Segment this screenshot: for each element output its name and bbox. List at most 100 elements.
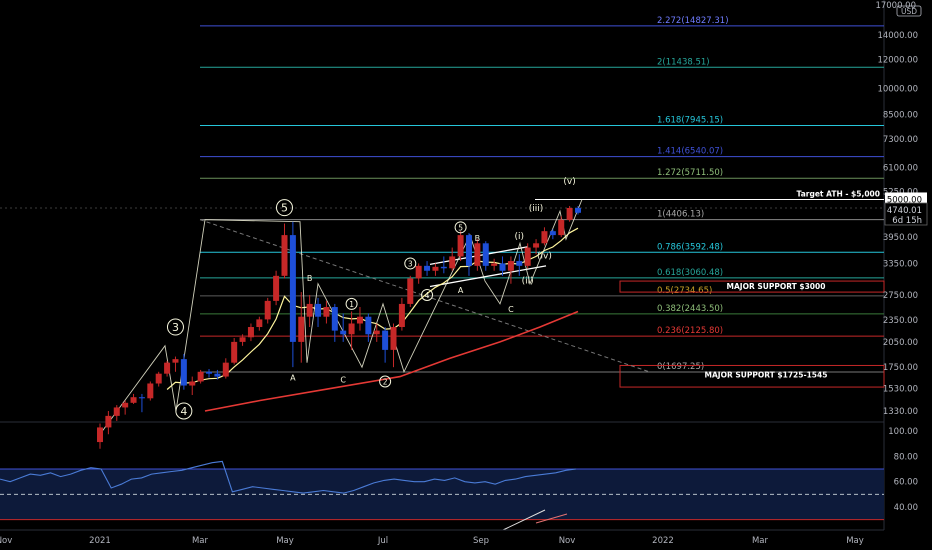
candle[interactable] bbox=[398, 297, 405, 331]
wave-label-2: 2 bbox=[383, 377, 388, 386]
support-label-1725: MAJOR SUPPORT $1725-1545 bbox=[705, 370, 828, 379]
candle[interactable] bbox=[130, 393, 137, 404]
currency-badge[interactable] bbox=[896, 5, 922, 17]
candle-body bbox=[273, 275, 280, 301]
candle[interactable] bbox=[331, 303, 338, 342]
wave-label-4: 4 bbox=[425, 291, 430, 300]
price-top-label: 17000.00 bbox=[875, 1, 916, 11]
candle-body bbox=[214, 373, 221, 377]
candle[interactable] bbox=[172, 356, 179, 372]
candle[interactable] bbox=[273, 270, 280, 306]
candle[interactable] bbox=[356, 307, 363, 331]
candle-body bbox=[122, 402, 129, 408]
candle[interactable] bbox=[122, 400, 129, 415]
candle[interactable] bbox=[549, 229, 556, 240]
candle[interactable] bbox=[138, 393, 145, 413]
candle-body bbox=[281, 235, 288, 276]
time-tick-label: May bbox=[846, 536, 864, 546]
support-label-3000: MAJOR SUPPORT $3000 bbox=[727, 282, 826, 291]
candle-body bbox=[289, 235, 296, 342]
candle[interactable] bbox=[289, 221, 296, 368]
candle-body bbox=[373, 330, 380, 335]
candle[interactable] bbox=[424, 261, 431, 276]
time-axis[interactable]: Nov 2021 Mar May Jul Sep Nov 2022 Mar May bbox=[0, 529, 884, 546]
candle[interactable] bbox=[231, 338, 238, 365]
candle[interactable] bbox=[373, 323, 380, 342]
candles-layer[interactable] bbox=[97, 205, 581, 449]
candle-body bbox=[390, 327, 397, 350]
last-price-tag[interactable] bbox=[884, 202, 928, 226]
candle[interactable] bbox=[340, 313, 347, 342]
candle[interactable] bbox=[407, 275, 414, 308]
time-tick-label: Mar bbox=[192, 536, 209, 546]
candle[interactable] bbox=[247, 323, 254, 342]
candle[interactable] bbox=[264, 297, 271, 324]
candle[interactable] bbox=[113, 405, 120, 421]
candle[interactable] bbox=[206, 368, 213, 378]
candle[interactable] bbox=[189, 376, 196, 396]
candle[interactable] bbox=[180, 354, 187, 390]
candle[interactable] bbox=[298, 292, 305, 363]
candle[interactable] bbox=[465, 233, 472, 276]
candle[interactable] bbox=[239, 334, 246, 346]
rsi-tick-label: 60.00 bbox=[894, 478, 918, 488]
candle[interactable] bbox=[197, 369, 204, 384]
candle[interactable] bbox=[256, 316, 263, 331]
fib-level-label: 0(1697.25) bbox=[657, 362, 704, 372]
candle[interactable] bbox=[491, 258, 498, 271]
candle[interactable] bbox=[533, 239, 540, 255]
wave-label-circle bbox=[454, 221, 467, 234]
candle[interactable] bbox=[474, 239, 481, 271]
candle-body bbox=[549, 231, 556, 236]
wave-label-circle bbox=[404, 257, 417, 270]
candle[interactable] bbox=[507, 256, 514, 284]
candle[interactable] bbox=[482, 241, 489, 271]
candle[interactable] bbox=[382, 327, 389, 363]
candle-body bbox=[365, 316, 372, 335]
time-tick-label: Mar bbox=[752, 536, 769, 546]
rsi-tick-label: 80.00 bbox=[894, 452, 918, 462]
candle[interactable] bbox=[97, 423, 103, 449]
candle-body bbox=[298, 316, 305, 342]
candle-body bbox=[449, 256, 456, 269]
candle[interactable] bbox=[499, 256, 506, 276]
candle[interactable] bbox=[281, 223, 288, 279]
target-price-tag[interactable] bbox=[885, 192, 927, 205]
candle[interactable] bbox=[566, 205, 573, 222]
candle-body bbox=[180, 359, 187, 386]
candle[interactable] bbox=[155, 371, 162, 387]
candle[interactable] bbox=[222, 358, 229, 379]
candle[interactable] bbox=[440, 256, 447, 274]
wave-label-1: 1 bbox=[349, 300, 354, 309]
candle[interactable] bbox=[105, 411, 112, 435]
candle[interactable] bbox=[415, 263, 422, 284]
candle[interactable] bbox=[558, 216, 565, 238]
candle[interactable] bbox=[323, 300, 330, 324]
candle[interactable] bbox=[524, 243, 531, 269]
candle[interactable] bbox=[365, 313, 372, 342]
candle[interactable] bbox=[457, 231, 464, 262]
candle[interactable] bbox=[541, 227, 548, 246]
fib-level-label: 2(11438.51) bbox=[657, 57, 710, 67]
candle[interactable] bbox=[147, 381, 154, 401]
candle[interactable] bbox=[390, 323, 397, 368]
candle[interactable] bbox=[348, 311, 355, 350]
fib-level-label: 2.272(14827.31) bbox=[657, 16, 729, 26]
candle[interactable] bbox=[164, 360, 171, 377]
candle-body bbox=[306, 303, 313, 317]
candle-body bbox=[315, 303, 322, 317]
rsi-pane[interactable]: 100.00 80.00 60.00 40.00 bbox=[0, 427, 918, 531]
candle[interactable] bbox=[575, 205, 581, 215]
wave-label-3: 3 bbox=[408, 259, 413, 268]
candle[interactable] bbox=[432, 263, 439, 276]
wave-label-iii: (iii) bbox=[529, 204, 544, 214]
price-tick-label: 14000.00 bbox=[877, 31, 918, 41]
candle[interactable] bbox=[516, 254, 523, 276]
candle[interactable] bbox=[214, 369, 221, 380]
wave-label-B: B bbox=[475, 234, 481, 243]
candle[interactable] bbox=[315, 297, 322, 328]
candle[interactable] bbox=[449, 247, 456, 271]
candle[interactable] bbox=[306, 294, 313, 328]
